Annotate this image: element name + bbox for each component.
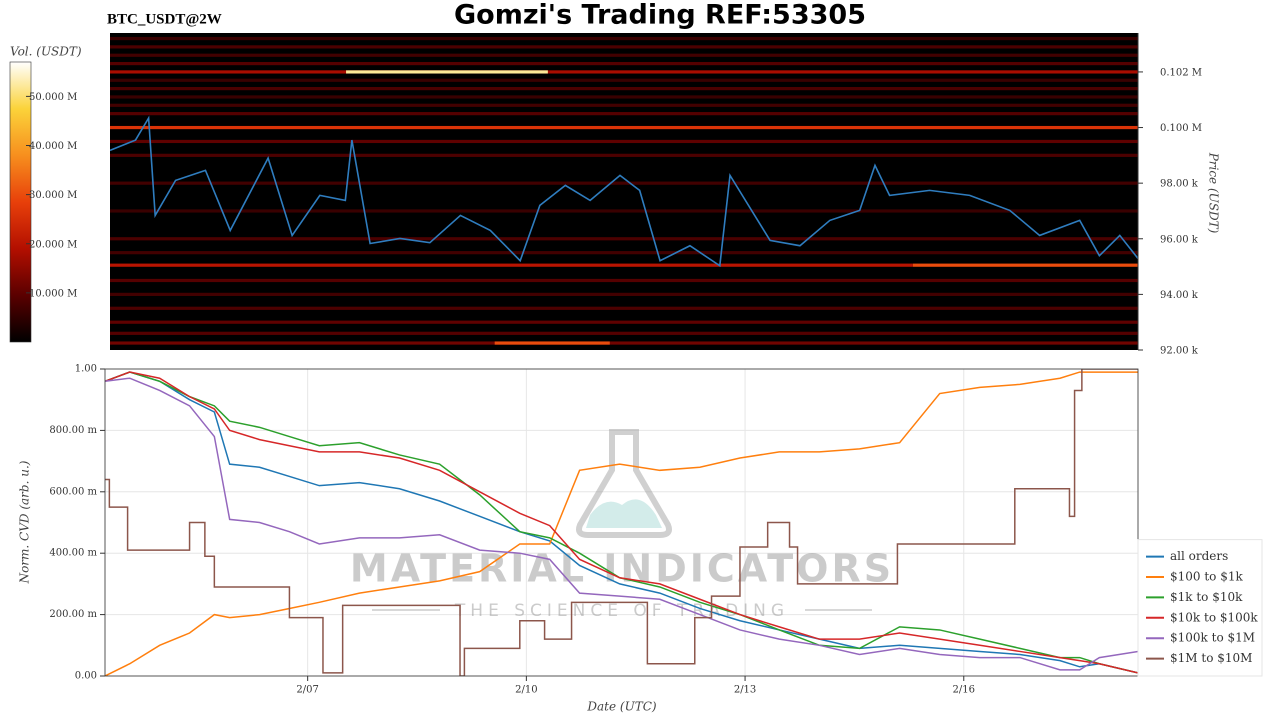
cvd-line [105,371,1138,674]
legend-label: all orders [1170,549,1228,563]
heatmap-band [110,209,1138,213]
x-tick-label: 2/13 [734,685,756,696]
heatmap [110,36,1138,345]
heatmap-band [110,181,1138,185]
legend-label: $100 to $1k [1170,570,1243,584]
heatmap-band [110,95,1138,99]
cvd-line [105,377,1138,671]
colorbar-tick-label: 30.000 M [29,190,77,201]
x-axis-label: Date (UTC) [586,700,656,714]
colorbar-tick-label: 20.000 M [29,239,77,250]
page-title: Gomzi's Trading REF:53305 [454,0,866,31]
heatmap-band [110,331,1138,335]
heatmap-band [912,263,1138,267]
colorbar-tick-label: 50.000 M [29,92,77,103]
y-tick-label: 200.00 m [49,609,97,620]
legend-label: $1M to $10M [1170,651,1252,665]
colorbar [9,61,32,343]
legend-label: $100k to $1M [1170,631,1255,645]
y-tick-label: 800.00 m [49,425,97,436]
heatmap-band [110,306,1138,310]
y-tick-label: 96.00 k [1160,234,1199,245]
lines [105,369,1138,676]
y-tick-label: 600.00 m [49,486,97,497]
heatmap-band [110,87,1138,91]
colorbar-tick-label: 40.000 M [29,141,77,152]
x-tick-label: 2/10 [515,685,537,696]
heatmap-band [110,45,1138,49]
y-tick-label: 94.00 k [1160,290,1199,301]
y-tick-label: 92.00 k [1160,346,1199,357]
heatmap-band [110,78,1138,82]
heatmap-band [110,53,1138,57]
y-axis-label: Norm. CVD (arb. u.) [18,460,32,584]
legend-label: $1k to $10k [1170,590,1243,604]
y-tick-label: 400.00 m [49,548,97,559]
y-tick-label: 98.00 k [1160,179,1199,190]
x-tick-label: 2/07 [296,685,318,696]
heatmap-band [110,112,1138,116]
heatmap-band [110,61,1138,66]
cvd-line [105,371,1138,674]
y-axis-label: Price (USDT) [1207,152,1221,234]
heatmap-band [110,70,1138,74]
cvd-line [105,371,1138,674]
y-tick-label: 1.00 [75,364,97,375]
y-tick-label: 0.100 M [1160,123,1202,134]
heatmap-band [110,341,1138,345]
heatmap-band [110,292,1138,296]
watermark: THE SCIENCE OF TRADING [454,601,789,621]
heatmap-band [110,103,1138,107]
colorbar-label: Vol. (USDT) [10,45,82,59]
chart-title: BTC_USDT@2W [107,11,222,27]
colorbar-tick-label: 10.000 M [29,288,77,299]
heatmap-band [494,341,610,345]
heatmap-band [110,251,1138,255]
heatmap-band [110,139,1138,144]
y-tick-label: 0.102 M [1160,67,1202,78]
price-line [110,115,1138,268]
legend-label: $10k to $100k [1170,610,1258,624]
heatmap-band [110,237,1138,241]
plot-background [110,33,1138,350]
plot-frame [104,368,1139,677]
cvd-line [105,369,1138,676]
legend [1137,539,1263,677]
plot-background [104,368,1139,677]
x-tick-label: 2/16 [953,685,975,696]
heatmap-band [110,320,1138,324]
heatmap-band [110,36,1138,41]
cvd-line [105,371,1138,676]
heatmap-band [346,70,548,74]
heatmap-band [110,263,913,267]
heatmap-band [110,125,1138,130]
watermark-logo [576,429,672,538]
heatmap-band [110,153,1138,157]
heatmap-band [110,278,1138,283]
y-tick-label: 0.00 [75,671,97,682]
